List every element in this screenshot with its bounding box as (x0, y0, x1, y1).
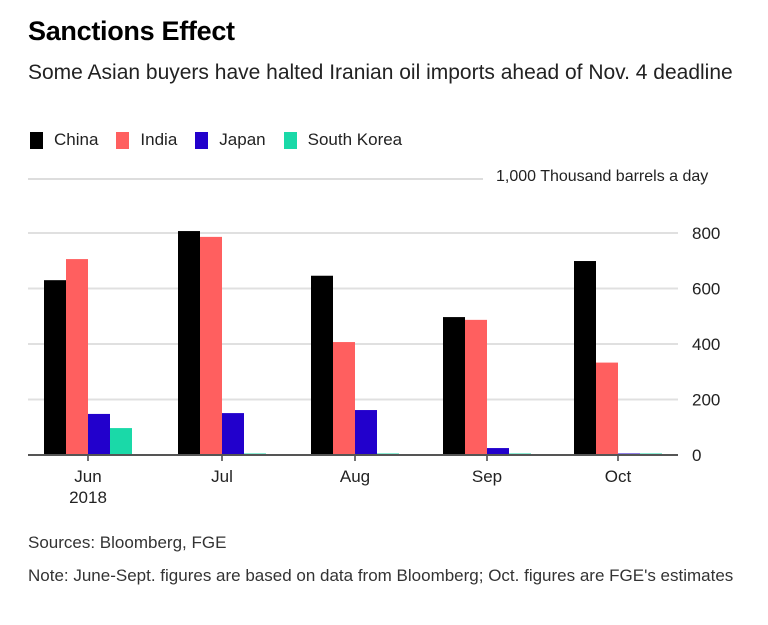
x-tick-label: 2018 (69, 488, 107, 507)
bar-japan-1 (222, 413, 244, 455)
legend-swatch-india (116, 131, 130, 149)
source-note: Sources: Bloomberg, FGE (28, 533, 227, 552)
legend-item-japan: Japan (195, 130, 266, 150)
chart-subtitle: Some Asian buyers have halted Iranian oi… (28, 61, 733, 84)
bar-india-1 (200, 236, 222, 455)
unit-label: 1,000 Thousand barrels a day (496, 168, 709, 185)
x-tick-label: Aug (340, 467, 370, 486)
x-tick-label: Jun (74, 467, 101, 486)
bar-india-3 (465, 319, 487, 455)
legend-swatch-china (30, 131, 43, 149)
bar-india-2 (333, 342, 355, 455)
bar-china-0 (44, 280, 66, 455)
legend-label-south-korea: South Korea (307, 130, 403, 149)
legend-item-india: India (116, 130, 177, 150)
legend-swatch-japan (195, 131, 209, 149)
legend-item-south-korea: South Korea (283, 130, 403, 150)
bar-japan-0 (88, 413, 110, 455)
legend-label-china: China (54, 130, 99, 149)
x-tick-label: Oct (605, 467, 632, 486)
bar-japan-3 (487, 448, 509, 455)
bar-china-2 (311, 275, 333, 455)
y-tick-label: 600 (692, 280, 720, 299)
bar-china-1 (178, 231, 200, 455)
y-tick-label: 400 (692, 335, 720, 354)
bar-china-3 (443, 317, 465, 455)
bar-south-korea-0 (110, 428, 132, 455)
x-tick-label: Sep (472, 467, 502, 486)
bar-japan-2 (355, 410, 377, 455)
y-tick-label: 200 (692, 391, 720, 410)
legend: China India Japan South Korea (30, 130, 420, 150)
legend-swatch-south-korea (283, 131, 297, 149)
legend-label-india: India (140, 130, 178, 149)
top-gridline (28, 178, 483, 180)
y-tick-label: 800 (692, 224, 720, 243)
legend-item-china: China (30, 130, 98, 150)
footnote: Note: June-Sept. figures are based on da… (28, 566, 734, 585)
chart-title: Sanctions Effect (28, 16, 235, 46)
x-tick-label: Jul (211, 467, 233, 486)
y-tick-label: 0 (692, 446, 701, 465)
bar-india-4 (596, 362, 618, 455)
legend-label-japan: Japan (219, 130, 266, 149)
bar-india-0 (66, 259, 88, 455)
bar-china-4 (574, 261, 596, 455)
